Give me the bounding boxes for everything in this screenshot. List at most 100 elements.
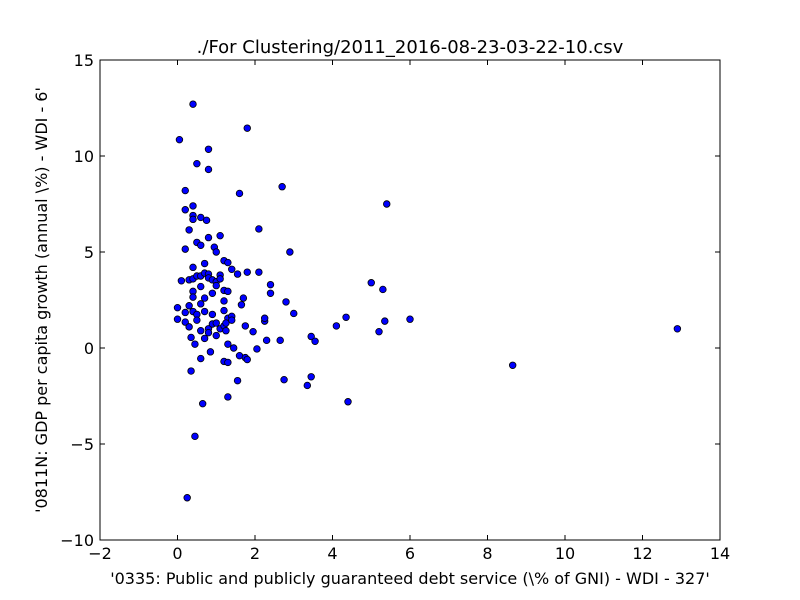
- data-point: [222, 319, 230, 327]
- data-point: [197, 354, 205, 363]
- data-point: [204, 328, 213, 337]
- data-point: [253, 345, 261, 353]
- data-point: [241, 322, 250, 330]
- data-point: [342, 313, 350, 321]
- data-point: [173, 315, 182, 323]
- data-point: [200, 259, 209, 268]
- data-point: [181, 318, 189, 326]
- data-point: [228, 265, 236, 273]
- data-point: [266, 280, 275, 289]
- data-point: [276, 336, 284, 345]
- y-tick-label: 0: [84, 339, 94, 358]
- x-axis-label: '0335: Public and publicly guaranteed de…: [110, 569, 710, 588]
- data-point: [249, 327, 257, 336]
- y-tick-label: −5: [70, 435, 94, 454]
- data-point: [212, 319, 220, 327]
- y-tick-label: 10: [74, 147, 94, 166]
- data-point: [175, 135, 184, 144]
- data-point: [198, 399, 207, 408]
- data-point: [189, 215, 197, 224]
- data-point: [307, 373, 315, 381]
- x-tick-label: −2: [88, 544, 112, 563]
- data-point: [243, 355, 251, 364]
- data-point: [673, 325, 682, 333]
- x-tick-label: 10: [555, 544, 575, 563]
- data-point: [200, 294, 209, 302]
- data-point: [220, 297, 228, 305]
- data-point: [303, 381, 312, 390]
- data-point: [185, 226, 193, 234]
- data-point: [208, 310, 217, 319]
- data-point: [311, 337, 319, 345]
- data-point: [173, 303, 182, 312]
- data-point: [197, 300, 205, 308]
- data-point: [243, 268, 251, 276]
- data-point: [224, 393, 232, 401]
- data-point: [228, 316, 236, 324]
- data-point: [181, 206, 189, 214]
- data-point: [204, 233, 213, 242]
- data-point: [290, 309, 298, 318]
- data-point: [181, 308, 189, 317]
- data-point: [197, 241, 205, 249]
- data-point: [191, 340, 199, 348]
- data-point: [229, 344, 238, 352]
- data-point: [197, 282, 205, 291]
- data-point: [344, 398, 352, 406]
- y-tick-label: 15: [74, 51, 94, 70]
- data-point: [181, 186, 189, 195]
- data-point: [200, 307, 209, 316]
- data-point: [508, 361, 517, 369]
- data-point: [286, 248, 294, 256]
- data-point: [220, 306, 228, 315]
- x-tick-label: 0: [172, 544, 182, 563]
- chart-title: ./For Clustering/2011_2016-08-23-03-22-1…: [197, 37, 624, 58]
- data-point: [266, 289, 275, 297]
- data-point: [189, 293, 197, 301]
- data-point: [187, 367, 195, 375]
- data-point: [193, 159, 201, 168]
- data-point: [235, 189, 244, 198]
- data-point: [189, 202, 197, 210]
- data-point: [212, 248, 220, 256]
- data-point: [332, 322, 341, 330]
- y-tick-label: −10: [60, 531, 94, 550]
- data-point: [282, 298, 290, 306]
- data-point: [222, 327, 230, 335]
- y-tick-label: 5: [84, 243, 94, 262]
- data-point: [233, 270, 242, 278]
- data-point: [262, 336, 271, 345]
- data-point: [224, 358, 232, 367]
- data-point: [216, 275, 224, 283]
- data-point: [206, 348, 215, 356]
- data-point: [260, 314, 269, 322]
- data-point: [375, 327, 383, 336]
- data-point: [224, 287, 232, 296]
- data-point: [189, 263, 197, 272]
- data-point: [381, 317, 389, 325]
- data-point: [183, 494, 191, 502]
- data-point: [208, 289, 217, 297]
- data-point: [189, 100, 197, 108]
- plot-frame: [99, 59, 721, 541]
- data-point: [197, 327, 205, 335]
- data-point: [185, 323, 193, 331]
- data-point: [224, 340, 232, 348]
- y-axis-label: '0811N: GDP per capita growth (annual \%…: [32, 87, 51, 513]
- data-point: [237, 301, 246, 309]
- data-point: [233, 376, 242, 385]
- x-tick-label: 6: [405, 544, 415, 563]
- data-point: [379, 285, 387, 294]
- data-point: [224, 258, 232, 267]
- data-point: [200, 334, 209, 343]
- data-point: [193, 316, 201, 324]
- data-point: [187, 333, 195, 342]
- data-point: [204, 145, 213, 153]
- x-tick-label: 2: [250, 544, 260, 563]
- data-point: [255, 268, 263, 276]
- data-point: [216, 231, 224, 240]
- data-point: [212, 281, 220, 290]
- x-tick-label: 12: [632, 544, 652, 563]
- data-point: [278, 183, 286, 191]
